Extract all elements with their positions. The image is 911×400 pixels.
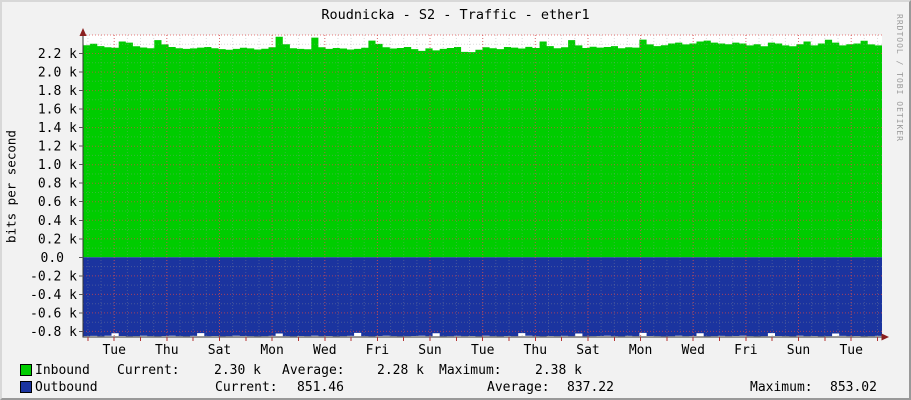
inbound-legend-swatch <box>20 364 32 376</box>
inbound-average-label: Average: <box>282 363 345 378</box>
x-axis-arrow-icon <box>881 333 889 341</box>
svg-text:Wed: Wed <box>313 343 336 358</box>
outbound-current-label: Current: <box>215 380 278 395</box>
outbound-legend-label: Outbound <box>35 380 98 395</box>
svg-text:2.0 k: 2.0 k <box>38 66 77 81</box>
svg-text:-0.6 k: -0.6 k <box>30 306 77 321</box>
major-gridlines <box>83 34 882 337</box>
y-tick-labels: 2.2 k 2.0 k 1.8 k 1.6 k 1.4 k 1.2 k 1.0 k 0.8 k… <box>30 47 77 340</box>
svg-text:Mon: Mon <box>260 343 283 358</box>
svg-text:0.2 k: 0.2 k <box>38 232 77 247</box>
svg-text:Tue: Tue <box>102 343 126 358</box>
svg-text:Sat: Sat <box>576 343 599 358</box>
svg-text:Sun: Sun <box>787 343 810 358</box>
svg-text:Thu: Thu <box>155 343 178 358</box>
svg-text:1.2 k: 1.2 k <box>38 140 77 155</box>
x-tick-labels: Tue Thu Sat Mon Wed Fri Sun Tue Thu Sat Mon Wed Fri S… <box>102 343 863 358</box>
axes <box>82 30 886 338</box>
graph-title: Roudnicka - S2 - Traffic - ether1 <box>321 7 590 23</box>
y-axis-ticks <box>79 53 83 332</box>
svg-text:Sun: Sun <box>418 343 441 358</box>
svg-text:1.6 k: 1.6 k <box>38 103 77 118</box>
svg-text:0.8 k: 0.8 k <box>38 177 77 192</box>
inbound-legend-label: Inbound <box>35 363 90 378</box>
svg-text:-0.8 k: -0.8 k <box>30 325 77 340</box>
rrdtool-watermark: RRDTOOL / TOBI OETIKER <box>895 14 904 142</box>
svg-text:1.4 k: 1.4 k <box>38 121 77 136</box>
outbound-average-value: 837.22 <box>567 380 614 395</box>
inbound-average-value: 2.28 k <box>377 363 424 378</box>
svg-text:Fri: Fri <box>366 343 389 358</box>
outbound-maximum-value: 853.02 <box>830 380 877 395</box>
y-axis-arrow-icon <box>79 28 87 36</box>
svg-text:2.2 k: 2.2 k <box>38 47 77 62</box>
x-axis-ticks <box>87 337 878 341</box>
inbound-maximum-label: Maximum: <box>439 363 502 378</box>
svg-text:1.8 k: 1.8 k <box>38 84 77 99</box>
svg-text:-0.4 k: -0.4 k <box>30 288 77 303</box>
svg-text:Tue: Tue <box>839 343 863 358</box>
svg-text:1.0 k: 1.0 k <box>38 158 77 173</box>
svg-text:0.0: 0.0 <box>41 251 64 266</box>
svg-text:0.4 k: 0.4 k <box>38 214 77 229</box>
svg-text:Tue: Tue <box>471 343 495 358</box>
outbound-current-value: 851.46 <box>297 380 344 395</box>
outbound-maximum-label: Maximum: <box>750 380 813 395</box>
inbound-maximum-value: 2.38 k <box>535 363 582 378</box>
svg-text:Wed: Wed <box>681 343 704 358</box>
inbound-current-value: 2.30 k <box>214 363 261 378</box>
outbound-average-label: Average: <box>487 380 550 395</box>
inbound-current-label: Current: <box>117 363 180 378</box>
svg-text:Mon: Mon <box>629 343 652 358</box>
outbound-legend-swatch <box>20 381 32 393</box>
svg-text:Sat: Sat <box>208 343 231 358</box>
svg-text:-0.2 k: -0.2 k <box>30 269 77 284</box>
svg-text:Thu: Thu <box>524 343 547 358</box>
svg-text:0.6 k: 0.6 k <box>38 195 77 210</box>
svg-text:Fri: Fri <box>734 343 757 358</box>
